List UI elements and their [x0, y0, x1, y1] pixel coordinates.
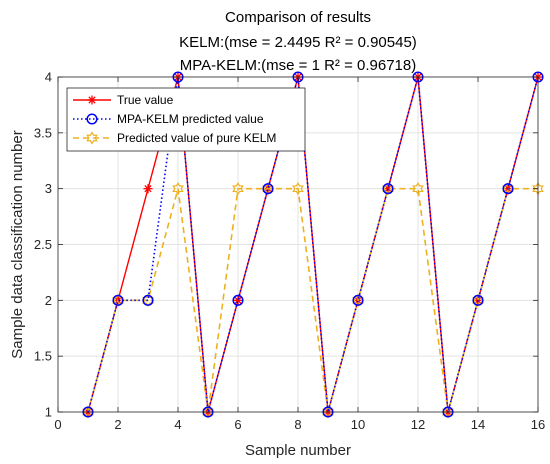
- legend-label: True value: [117, 93, 174, 107]
- series-2-point: [262, 183, 274, 195]
- x-tick-label: 0: [54, 417, 61, 432]
- legend-entry: True value: [73, 93, 174, 107]
- tick-layer: 0 2 4 6 8 10 12 14 16 1 1.5 2 2.5 3 3.5 4: [34, 70, 545, 433]
- chart-title-line-1: Comparison of results: [225, 9, 371, 26]
- x-tick-label: 14: [471, 417, 485, 432]
- legend-marker: [87, 95, 97, 105]
- y-tick-label: 1.5: [34, 349, 52, 364]
- series-1-point: [143, 184, 153, 194]
- series-2-point: [142, 294, 154, 306]
- series-3-line: [87, 187, 538, 413]
- y-tick-label: 2: [45, 293, 52, 308]
- legend-label: Predicted value of pure KELM: [117, 131, 276, 145]
- series-3-point: [292, 181, 304, 196]
- series-2-point: [382, 183, 394, 195]
- series-2-point: [232, 294, 244, 306]
- legend-entry: MPA-KELM predicted value: [73, 112, 264, 126]
- y-tick-label: 3.5: [34, 125, 52, 140]
- legend-box: [66, 87, 306, 152]
- y-tick-label: 3: [45, 181, 52, 196]
- series-2-point: [112, 294, 124, 306]
- x-tick-label: 10: [351, 417, 365, 432]
- legend-marker: [86, 113, 98, 125]
- legend: True value MPA-KELM predicted value Predic…: [66, 87, 306, 152]
- legend-label: MPA-KELM predicted value: [117, 112, 264, 126]
- chart-title-line-3: MPA-KELM:(mse = 1 R² = 0.96718): [180, 57, 416, 74]
- y-axis-label: Sample data classification number: [9, 130, 26, 358]
- x-tick-label: 16: [531, 417, 545, 432]
- series-3-point: [232, 181, 244, 196]
- y-tick-label: 1: [45, 405, 52, 420]
- x-tick-label: 12: [411, 417, 425, 432]
- series-2-point: [352, 294, 364, 306]
- x-tick-label: 8: [294, 417, 301, 432]
- legend-entry: Predicted value of pure KELM: [73, 131, 276, 145]
- series-2-point: [472, 294, 484, 306]
- series-3-point: [172, 181, 184, 196]
- x-axis-label: Sample number: [245, 442, 351, 459]
- chart-title-line-2: KELM:(mse = 2.4495 R² = 0.90545): [179, 34, 417, 51]
- legend-marker: [86, 131, 98, 145]
- x-tick-label: 6: [234, 417, 241, 432]
- x-tick-label: 2: [114, 417, 121, 432]
- y-tick-label: 2.5: [34, 237, 52, 252]
- series-2-point: [502, 183, 514, 195]
- x-tick-label: 4: [174, 417, 181, 432]
- y-tick-label: 4: [45, 70, 52, 85]
- series-3-point: [412, 181, 424, 196]
